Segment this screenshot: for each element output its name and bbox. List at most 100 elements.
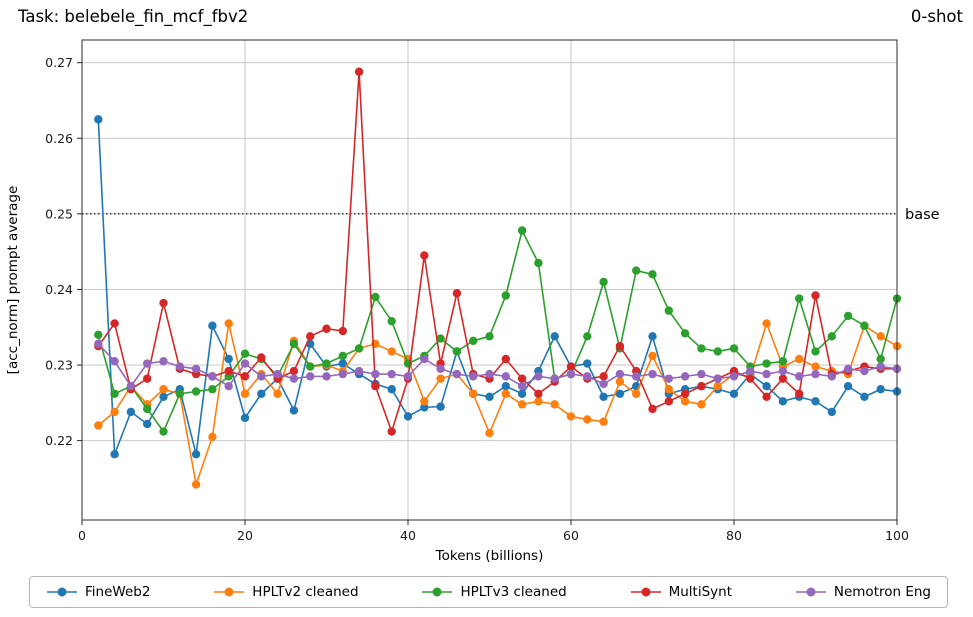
x-tick-label: 80 bbox=[726, 528, 742, 543]
data-point bbox=[648, 332, 657, 341]
x-tick-label: 0 bbox=[78, 528, 86, 543]
data-point bbox=[762, 382, 771, 391]
data-point bbox=[876, 354, 885, 364]
data-point bbox=[697, 369, 706, 379]
data-point bbox=[485, 392, 494, 401]
data-point bbox=[159, 392, 168, 401]
legend-item-hpltv3-cleaned: HPLTv3 cleaned bbox=[421, 584, 567, 600]
data-point bbox=[143, 419, 152, 429]
data-point bbox=[485, 332, 494, 341]
data-point bbox=[729, 389, 739, 398]
data-point bbox=[778, 374, 788, 383]
data-point bbox=[322, 324, 331, 333]
data-point bbox=[354, 344, 364, 353]
data-point bbox=[860, 366, 869, 376]
data-point bbox=[322, 359, 331, 368]
legend-item-fineweb2: FineWeb2 bbox=[46, 584, 150, 600]
data-point bbox=[387, 316, 396, 326]
data-point bbox=[501, 291, 510, 300]
data-point bbox=[599, 277, 608, 287]
data-point bbox=[713, 347, 722, 356]
data-point bbox=[827, 332, 836, 341]
data-point bbox=[110, 407, 119, 417]
data-point bbox=[811, 291, 820, 300]
data-point bbox=[126, 407, 136, 417]
data-point bbox=[876, 332, 885, 341]
data-point bbox=[632, 266, 641, 275]
data-point bbox=[485, 428, 494, 438]
data-point bbox=[420, 251, 429, 260]
data-point bbox=[191, 450, 201, 459]
data-point bbox=[420, 403, 429, 412]
data-point bbox=[664, 397, 673, 406]
data-point bbox=[550, 400, 559, 409]
data-point bbox=[436, 374, 445, 383]
x-tick-label: 100 bbox=[885, 528, 909, 543]
data-point bbox=[811, 347, 820, 356]
data-point bbox=[208, 372, 217, 381]
data-point bbox=[306, 362, 315, 371]
data-point bbox=[143, 359, 152, 368]
data-point bbox=[648, 351, 657, 361]
data-point bbox=[648, 404, 657, 414]
data-point bbox=[371, 369, 380, 379]
data-point bbox=[387, 347, 396, 356]
data-point bbox=[534, 389, 543, 398]
data-point bbox=[876, 385, 885, 394]
data-point bbox=[827, 372, 836, 381]
data-point bbox=[517, 389, 527, 398]
data-point bbox=[224, 354, 233, 364]
data-point bbox=[583, 332, 592, 341]
data-point bbox=[566, 369, 576, 379]
data-point bbox=[566, 362, 576, 371]
data-point bbox=[534, 397, 543, 406]
data-point bbox=[387, 369, 396, 379]
data-point bbox=[729, 372, 739, 381]
data-point bbox=[338, 369, 347, 379]
data-point bbox=[289, 406, 299, 415]
data-point bbox=[159, 385, 168, 394]
legend-marker-icon bbox=[214, 587, 245, 597]
data-point bbox=[354, 366, 364, 376]
data-point bbox=[387, 385, 396, 394]
chart-title: Task: belebele_fin_mcf_fbv2 bbox=[18, 7, 249, 26]
legend-label: MultiSynt bbox=[668, 584, 732, 600]
data-point bbox=[110, 389, 119, 398]
data-point bbox=[436, 402, 445, 411]
data-point bbox=[583, 415, 592, 424]
data-point bbox=[778, 357, 788, 366]
data-point bbox=[289, 366, 299, 376]
data-point bbox=[795, 354, 804, 364]
data-point bbox=[501, 389, 510, 398]
data-point bbox=[664, 374, 673, 383]
data-point bbox=[827, 407, 836, 417]
legend-item-multisynt: MultiSynt bbox=[630, 584, 732, 600]
legend-marker-icon bbox=[795, 587, 826, 597]
data-point bbox=[811, 397, 820, 406]
data-point bbox=[143, 404, 152, 414]
data-point bbox=[566, 412, 576, 421]
data-point bbox=[338, 351, 347, 361]
data-point bbox=[191, 387, 201, 396]
data-point bbox=[420, 354, 429, 364]
data-point bbox=[795, 294, 804, 303]
data-point bbox=[322, 372, 331, 381]
data-point bbox=[469, 372, 478, 381]
data-point bbox=[517, 226, 527, 235]
data-point bbox=[632, 389, 641, 398]
data-point bbox=[94, 115, 103, 124]
data-point bbox=[159, 298, 168, 308]
data-point bbox=[110, 450, 119, 459]
data-point bbox=[371, 382, 380, 391]
data-point bbox=[648, 270, 657, 279]
legend-marker-icon bbox=[630, 587, 661, 597]
data-point bbox=[599, 392, 608, 401]
data-point bbox=[436, 364, 445, 374]
data-point bbox=[224, 366, 233, 376]
data-point bbox=[289, 339, 299, 349]
data-point bbox=[680, 372, 690, 381]
data-point bbox=[191, 364, 201, 374]
data-point bbox=[159, 427, 168, 436]
data-point bbox=[680, 397, 690, 406]
data-point bbox=[273, 369, 282, 379]
